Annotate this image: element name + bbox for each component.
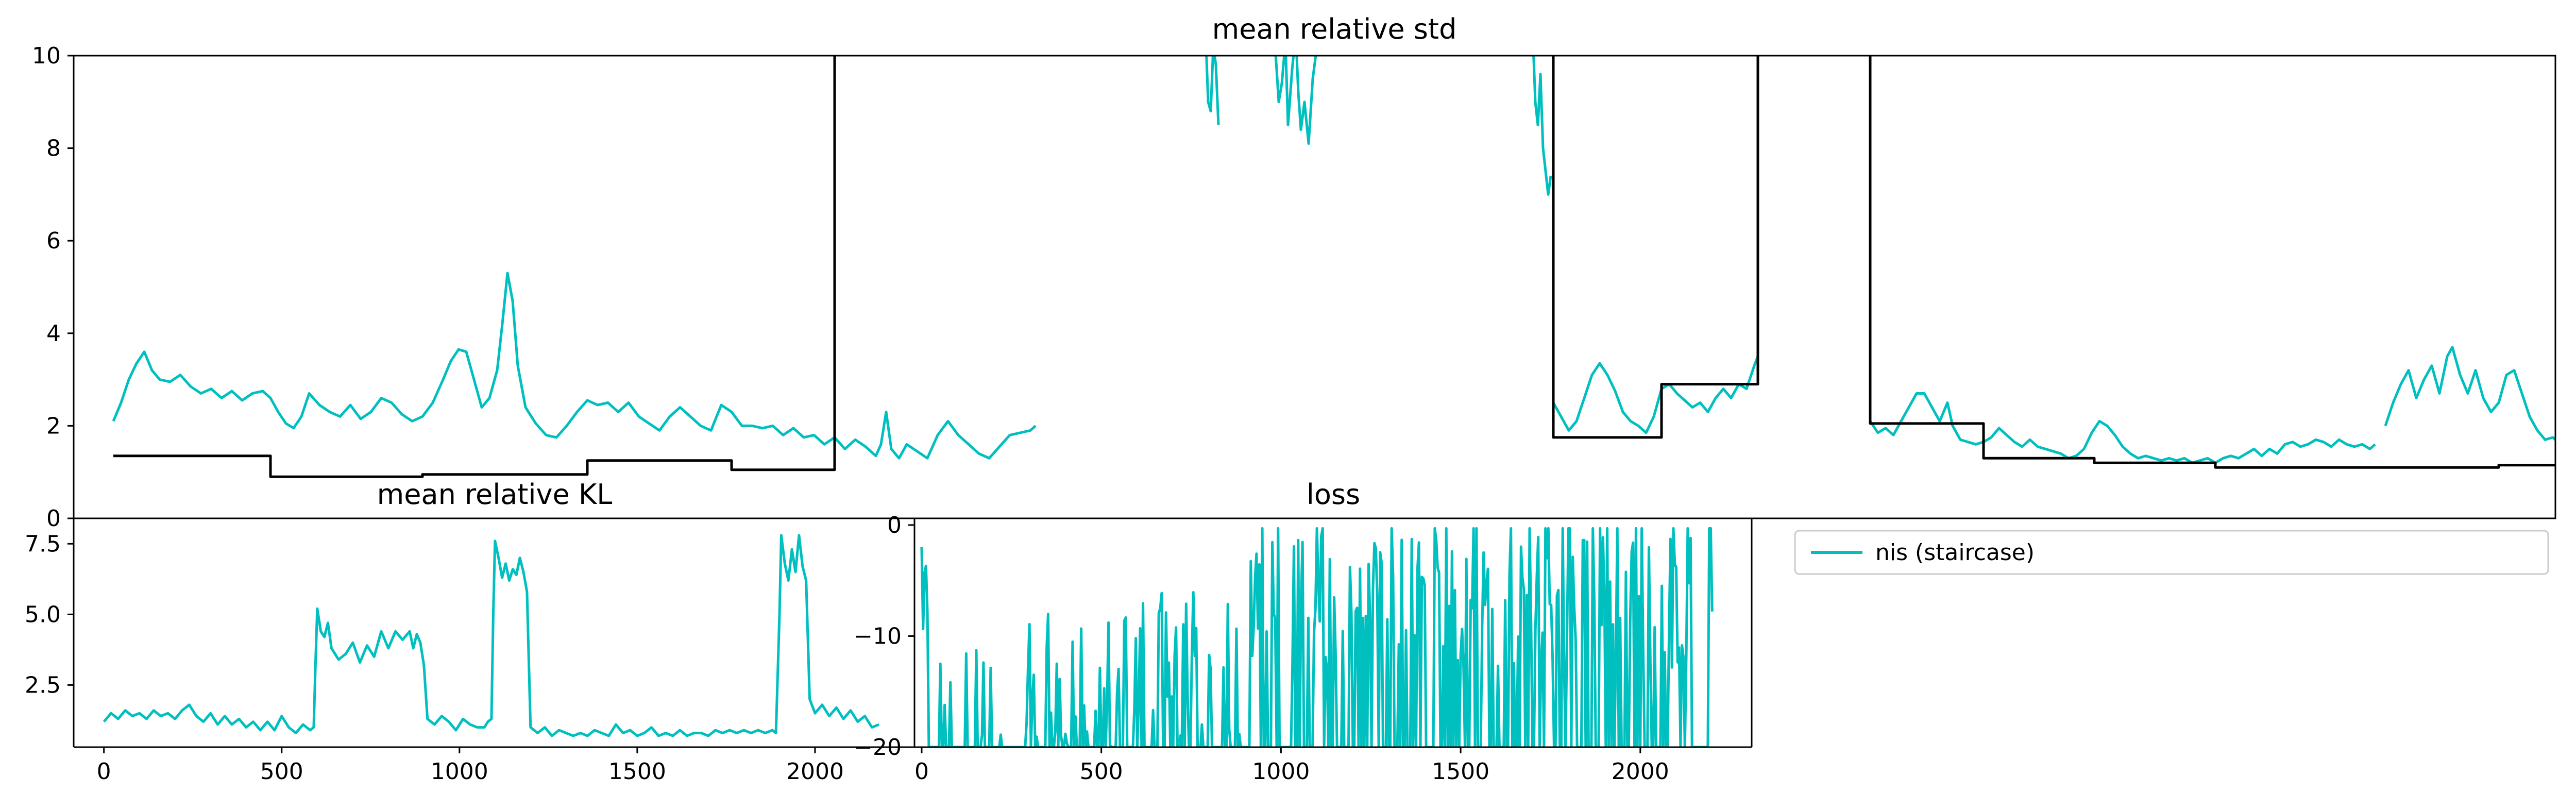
- kl-xtick-label: 1000: [431, 758, 488, 785]
- std-series-0-segment-4: [1552, 356, 1759, 434]
- std-plot-area: [112, 56, 2555, 478]
- loss-axes: 0−10−200 500 1000 1500 2000: [854, 512, 1669, 785]
- std-ytick-label: 4: [46, 320, 61, 347]
- kl-ytick-label: 7.5: [25, 531, 61, 557]
- std-panel: mean relative std 0 2 4 6 8 10: [32, 13, 2556, 532]
- loss-ytick-label: −10: [854, 623, 902, 649]
- std-series-0-segment-1: [1205, 56, 1220, 125]
- std-frame: [73, 55, 2556, 519]
- legend: nis (staircase): [1794, 530, 2549, 575]
- std-series-0-segment-3: [1532, 56, 1552, 196]
- loss-ytick-label: 0: [887, 512, 902, 538]
- loss-xtick-label: 1000: [1252, 758, 1310, 785]
- kl-xtick-label: 0: [97, 758, 111, 785]
- legend-box: [1794, 530, 2549, 575]
- std-series-1-segment-0: [113, 56, 836, 478]
- std-series-1-segment-1: [1552, 56, 1759, 439]
- loss-xtick-label: 2000: [1612, 758, 1669, 785]
- std-series-0-segment-2: [1274, 56, 1317, 145]
- std-ytick-label: 2: [46, 413, 61, 439]
- kl-xtick-label: 500: [260, 758, 303, 785]
- loss-title: loss: [1307, 478, 1360, 511]
- kl-plot-area: [103, 534, 880, 737]
- loss-series-line: [920, 527, 1714, 747]
- kl-title: mean relative KL: [377, 478, 613, 511]
- std-ytick-label: 8: [46, 136, 61, 162]
- loss-xtick-label: 1500: [1432, 758, 1489, 785]
- legend-label-nis: nis (staircase): [1875, 539, 2035, 566]
- loss-xtick-label: 500: [1080, 758, 1123, 785]
- loss-xtick-label: 0: [914, 758, 929, 785]
- kl-panel: mean relative KL 2.55.07.50 500 1000 1500 20…: [25, 478, 880, 785]
- kl-xtick-label: 2000: [786, 758, 844, 785]
- std-series-0-segment-5: [1869, 392, 2376, 464]
- std-ytick-label: 10: [32, 43, 61, 69]
- kl-xtick-label: 1500: [608, 758, 666, 785]
- std-series-0-segment-0: [112, 272, 1037, 460]
- std-ytick-label: 0: [46, 505, 61, 532]
- kl-axes: 2.5 5.0 7.5 0 500 1000 1500 2000: [25, 531, 844, 785]
- kl-ytick-label: 5.0: [25, 601, 61, 628]
- std-series-1-segment-2: [1869, 56, 2555, 469]
- std-ytick-label: 6: [46, 228, 61, 254]
- kl-series-line: [103, 534, 880, 737]
- std-y-axis: 0 2 4 6 8 10: [32, 43, 74, 532]
- loss-plot-area: [920, 527, 1714, 747]
- loss-panel: loss 0−10−200 500 1000 1500 2000: [854, 478, 1753, 785]
- std-series-0-segment-6: [2384, 346, 2555, 442]
- kl-ytick-label: 2.5: [25, 672, 61, 698]
- std-title: mean relative std: [1212, 13, 1457, 45]
